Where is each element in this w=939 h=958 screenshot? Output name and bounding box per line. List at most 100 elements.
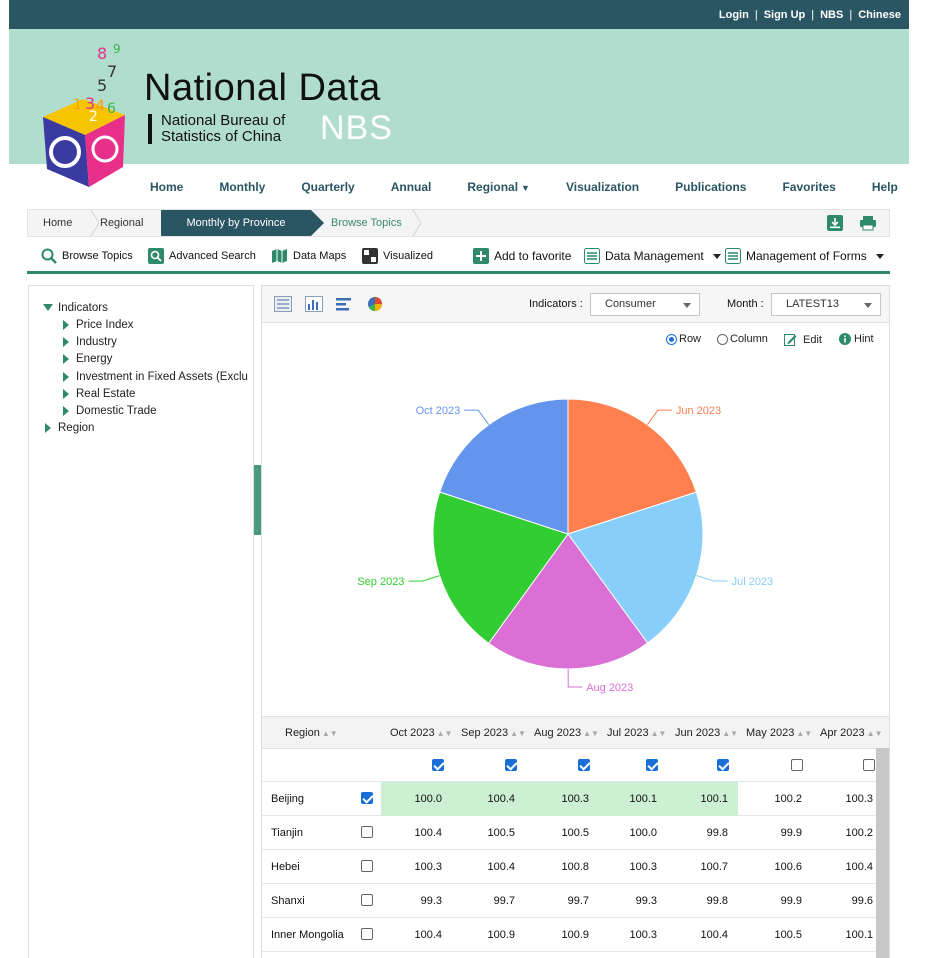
column-checkbox[interactable] xyxy=(432,759,444,771)
breadcrumb-separator-icon xyxy=(412,210,422,236)
signup-link[interactable]: Sign Up xyxy=(763,9,806,21)
pie-slice[interactable] xyxy=(439,398,569,535)
browse-topics-button[interactable]: Browse Topics xyxy=(41,248,133,264)
table-view-icon[interactable] xyxy=(274,296,292,312)
nav-quarterly[interactable]: Quarterly xyxy=(301,180,355,194)
nav-monthly[interactable]: Monthly xyxy=(219,180,266,194)
breadcrumb-browse-topics[interactable]: Browse Topics xyxy=(331,217,402,229)
row-checkbox[interactable] xyxy=(361,826,373,838)
table-cell: 100.4 xyxy=(700,929,728,941)
column-checkbox[interactable] xyxy=(863,759,875,771)
table-cell: 99.7 xyxy=(567,895,589,907)
brand-nbs: NBS xyxy=(320,109,393,147)
nav-help[interactable]: Help xyxy=(871,180,898,194)
login-link[interactable]: Login xyxy=(718,9,749,21)
table-row: Shanxi 99.3 99.7 99.7 99.3 99.8 99.9 99.6 xyxy=(262,884,876,918)
data-maps-label: Data Maps xyxy=(293,250,347,262)
column-header-oct-2023[interactable]: Oct 2023 ▲▼ xyxy=(390,727,452,739)
row-highlight xyxy=(381,782,738,816)
pie-slice[interactable] xyxy=(432,491,569,644)
nav-publications[interactable]: Publications xyxy=(675,180,747,194)
chinese-link[interactable]: Chinese xyxy=(858,9,901,21)
hint-button[interactable]: Hint xyxy=(839,333,874,345)
month-select[interactable]: LATEST13 xyxy=(771,293,881,316)
tree-item-domestic-trade[interactable]: Domestic Trade xyxy=(63,405,157,417)
breadcrumb-actions xyxy=(827,215,876,231)
visualized-button[interactable]: Visualized xyxy=(362,248,433,264)
add-favorite-button[interactable]: Add to favorite xyxy=(473,248,571,264)
indicator-tree: Indicators Price Index Industry Energy I… xyxy=(28,285,254,958)
pie-chart-view-icon[interactable] xyxy=(366,296,384,312)
row-checkbox[interactable] xyxy=(361,792,373,804)
table-cell: 99.3 xyxy=(635,895,657,907)
print-icon[interactable] xyxy=(859,215,876,231)
bar-chart-view-icon[interactable] xyxy=(305,296,323,312)
brand-subtitle-line2: Statistics of China xyxy=(161,128,282,145)
tree-indicators[interactable]: Indicators xyxy=(43,302,108,314)
data-maps-button[interactable]: Data Maps xyxy=(271,248,346,264)
collapsed-arrow-icon xyxy=(63,319,69,330)
column-checkbox[interactable] xyxy=(791,759,803,771)
breadcrumb-home[interactable]: Home xyxy=(43,217,73,229)
tree-region-label: Region xyxy=(58,422,95,434)
tree-item-price-index[interactable]: Price Index xyxy=(63,319,134,331)
row-checkbox[interactable] xyxy=(361,928,373,940)
table-cell: 99.9 xyxy=(780,895,802,907)
column-checkbox[interactable] xyxy=(717,759,729,771)
nbs-link[interactable]: NBS xyxy=(820,9,844,21)
column-checkbox[interactable] xyxy=(578,759,590,771)
data-management-label: Data Management xyxy=(605,249,704,263)
nav-favorites[interactable]: Favorites xyxy=(782,180,836,194)
nav-visualization[interactable]: Visualization xyxy=(565,180,640,194)
separator: | xyxy=(849,9,853,21)
breadcrumb-regional[interactable]: Regional xyxy=(100,217,144,229)
tree-item-investment[interactable]: Investment in Fixed Assets (Exclu xyxy=(63,371,253,383)
column-header-aug-2023[interactable]: Aug 2023 ▲▼ xyxy=(534,727,599,739)
column-radio[interactable]: Column xyxy=(717,333,768,345)
column-checkbox[interactable] xyxy=(505,759,517,771)
nav-regional[interactable]: Regional ▼ xyxy=(467,180,530,194)
advanced-search-icon xyxy=(148,248,164,264)
column-header-may-2023[interactable]: May 2023 ▲▼ xyxy=(746,727,812,739)
download-icon[interactable] xyxy=(827,215,843,231)
column-header-jul-2023[interactable]: Jul 2023 ▲▼ xyxy=(607,727,666,739)
edit-button[interactable]: Edit xyxy=(784,333,822,346)
collapsed-arrow-icon xyxy=(45,422,51,433)
tree-item-industry[interactable]: Industry xyxy=(63,336,117,348)
table-cell: 100.3 xyxy=(845,793,873,805)
info-icon xyxy=(839,333,851,345)
pie-slice[interactable] xyxy=(488,533,649,670)
nav-home[interactable]: Home xyxy=(150,180,184,194)
row-radio-label: Row xyxy=(679,333,702,345)
svg-text:3: 3 xyxy=(85,94,95,113)
table-cell: 100.2 xyxy=(845,827,873,839)
data-management-menu[interactable]: Data Management xyxy=(584,248,721,264)
advanced-search-button[interactable]: Advanced Search xyxy=(148,248,256,264)
tree-item-energy[interactable]: Energy xyxy=(63,353,112,365)
table-scrollbar[interactable] xyxy=(876,748,889,958)
column-header-region[interactable]: Region ▲▼ xyxy=(285,727,338,739)
column-header-jun-2023[interactable]: Jun 2023 ▲▼ xyxy=(675,727,738,739)
collapsed-arrow-icon xyxy=(63,405,69,416)
column-header-apr-2023[interactable]: Apr 2023 ▲▼ xyxy=(820,727,883,739)
row-checkbox[interactable] xyxy=(361,894,373,906)
brand-divider xyxy=(148,114,152,144)
tree-region[interactable]: Region xyxy=(45,422,94,434)
collapsed-arrow-icon xyxy=(63,388,69,399)
forms-management-menu[interactable]: Management of Forms xyxy=(725,248,884,264)
radio-unchecked-icon xyxy=(717,333,728,345)
indicators-select[interactable]: Consumer xyxy=(590,293,700,316)
table-cell: 100.8 xyxy=(561,861,589,873)
table-cell: 100.4 xyxy=(487,793,515,805)
column-header-sep-2023[interactable]: Sep 2023 ▲▼ xyxy=(461,727,526,739)
tree-item-real-estate[interactable]: Real Estate xyxy=(63,388,135,400)
table-cell: 99.6 xyxy=(851,895,873,907)
edit-icon xyxy=(784,334,797,346)
row-radio[interactable]: Row xyxy=(666,333,701,345)
row-checkbox[interactable] xyxy=(361,860,373,872)
nav-annual[interactable]: Annual xyxy=(390,180,432,194)
column-checkbox[interactable] xyxy=(646,759,658,771)
horizontal-bar-view-icon[interactable] xyxy=(335,296,353,312)
breadcrumb-active[interactable]: Monthly by Province xyxy=(161,210,324,236)
panel-splitter-handle[interactable] xyxy=(254,465,261,535)
